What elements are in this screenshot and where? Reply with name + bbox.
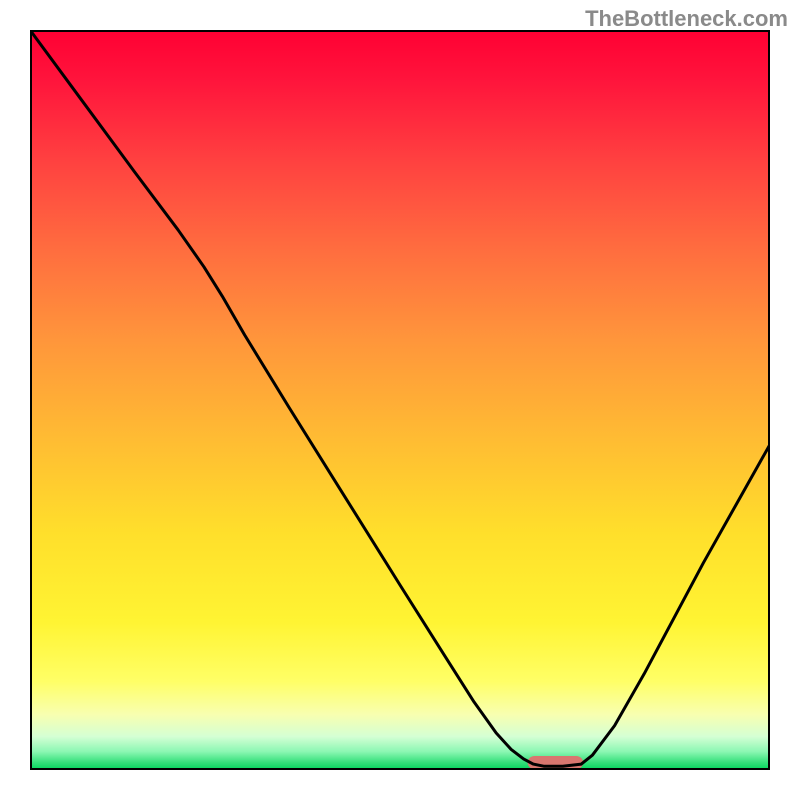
- watermark-text: TheBottleneck.com: [585, 6, 788, 32]
- gradient-bg: [30, 30, 770, 770]
- plot-svg: [30, 30, 770, 770]
- chart-frame: TheBottleneck.com: [0, 0, 800, 800]
- plot-area: [30, 30, 770, 770]
